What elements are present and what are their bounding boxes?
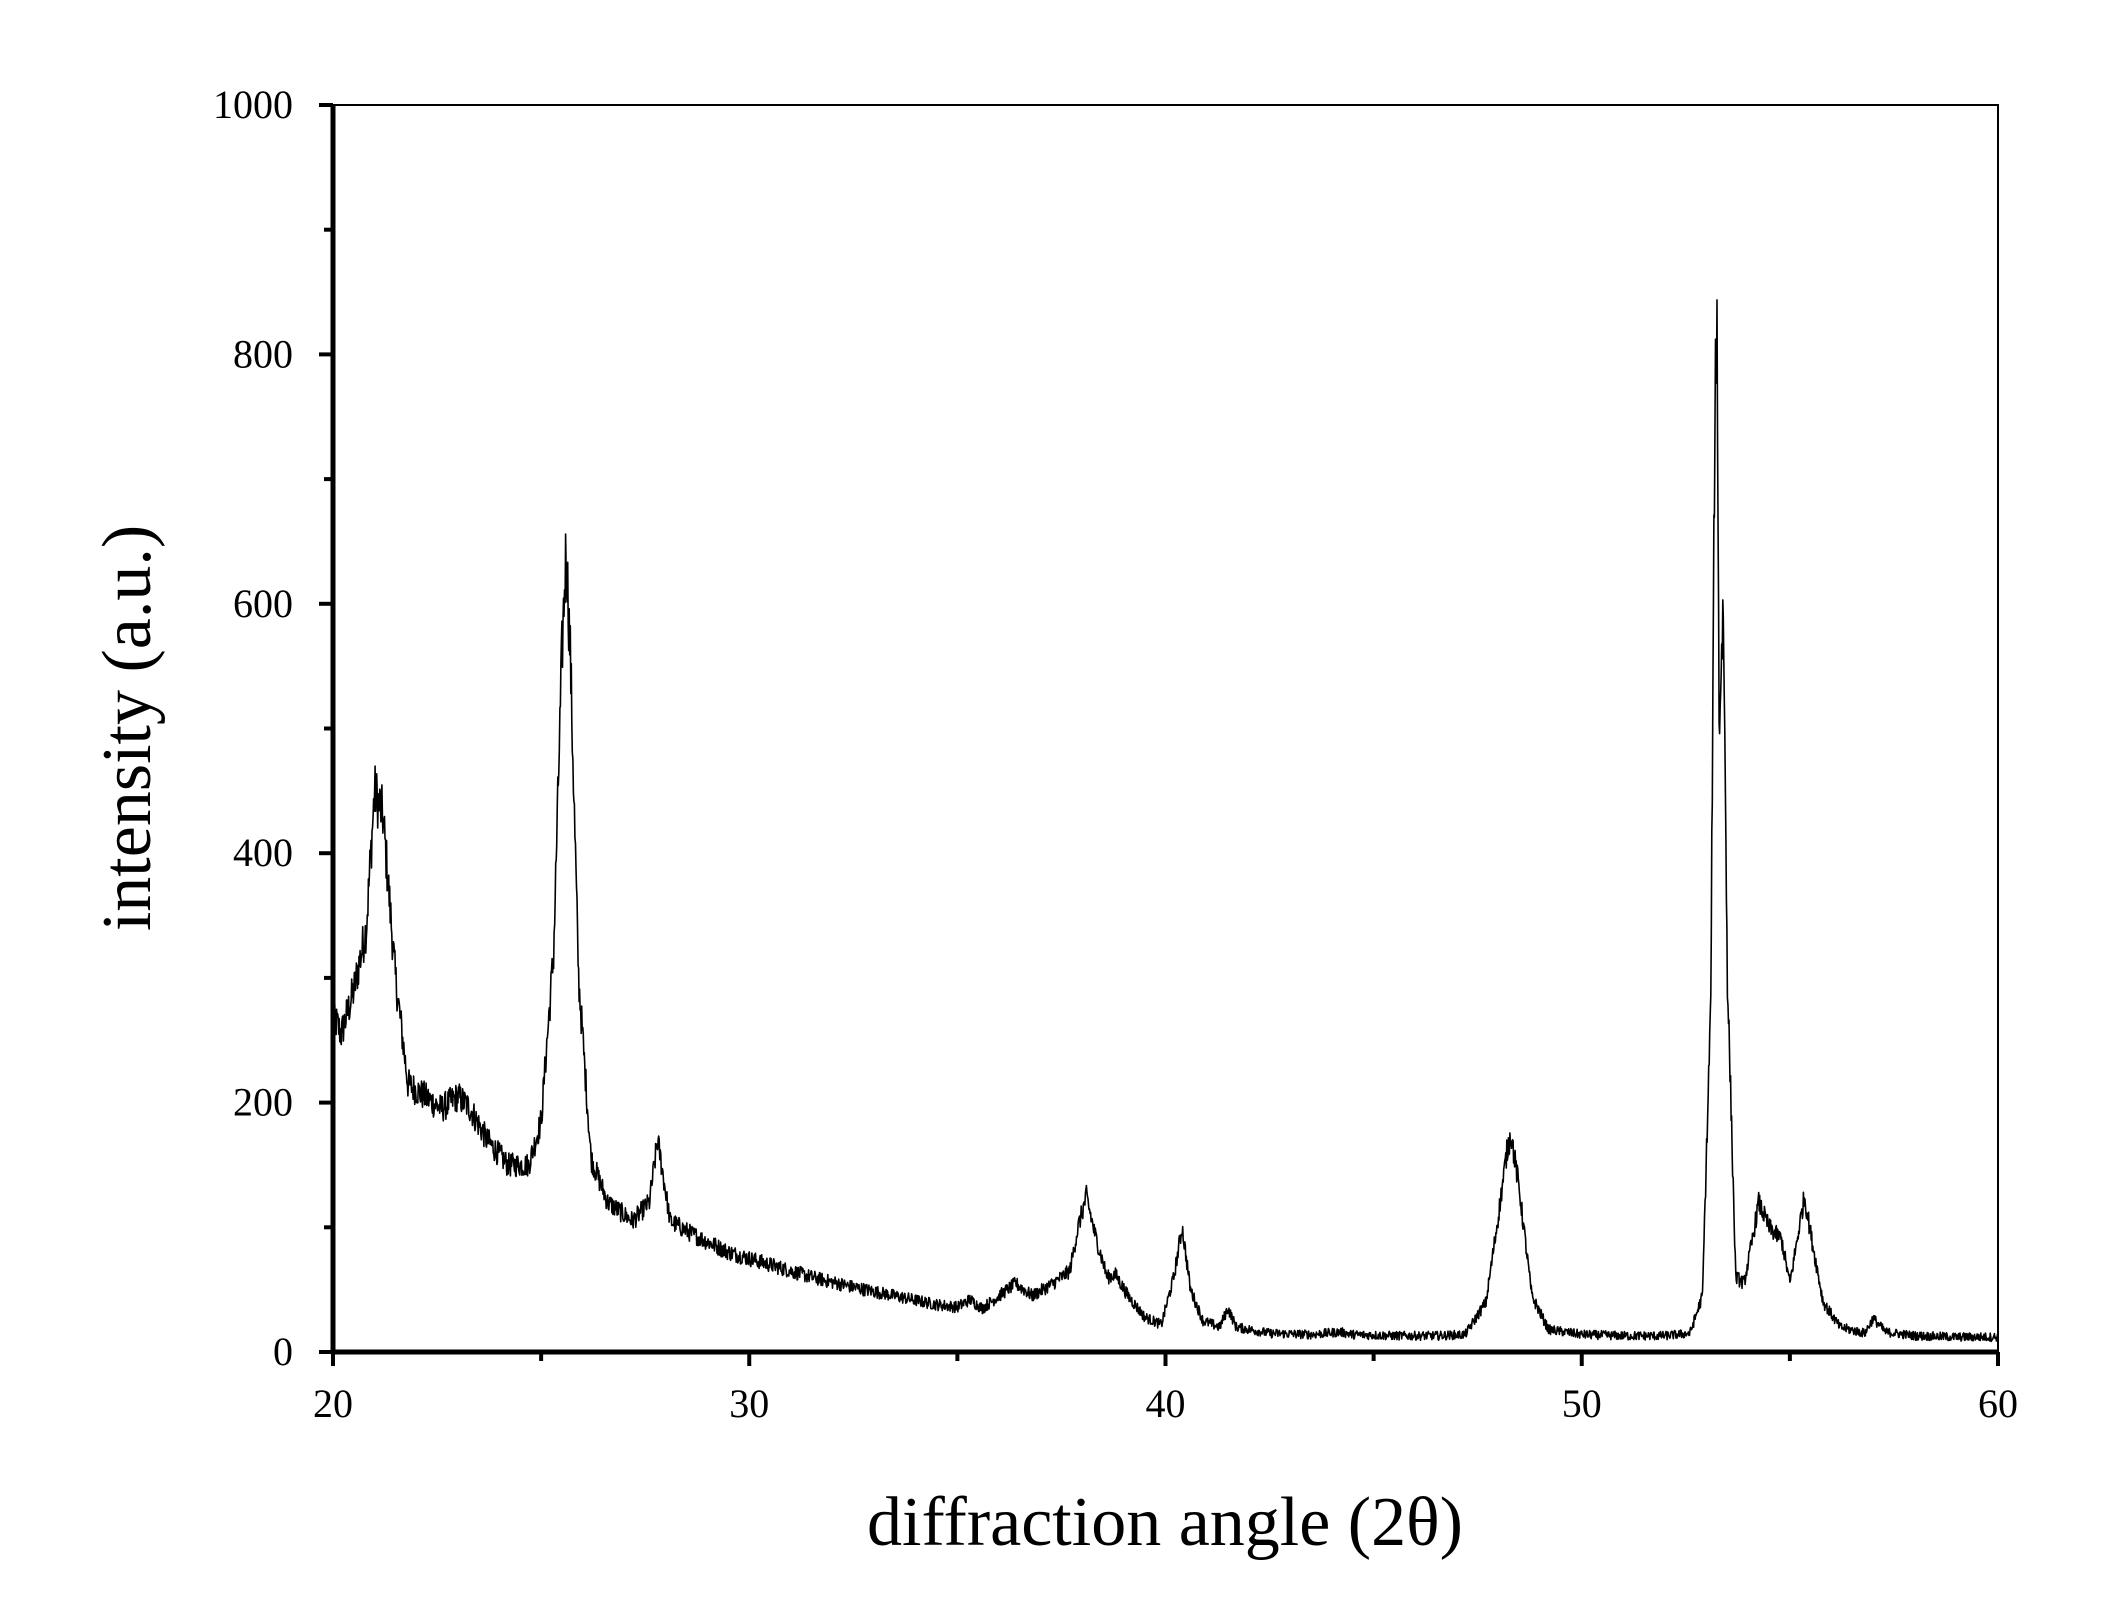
y-tick-label: 600 [233,581,293,626]
x-tick-label: 60 [1978,1381,2018,1426]
x-tick-label: 20 [313,1381,353,1426]
plot-frame [332,104,1999,1353]
x-tick-label: 40 [1146,1381,1186,1426]
y-tick-label: 800 [233,331,293,376]
y-axis-title: intensity (a.u.) [89,525,166,931]
axis-ticks [319,103,2000,1366]
y-tick-label: 0 [273,1329,293,1374]
x-tick-label: 50 [1562,1381,1602,1426]
diffraction-trace [332,299,1999,1343]
x-tick-label: 30 [729,1381,769,1426]
y-tick-label: 400 [233,830,293,875]
y-tick-label: 1000 [213,82,293,127]
x-axis-title: diffraction angle (2θ) [867,1484,1463,1561]
y-tick-label: 200 [233,1080,293,1125]
